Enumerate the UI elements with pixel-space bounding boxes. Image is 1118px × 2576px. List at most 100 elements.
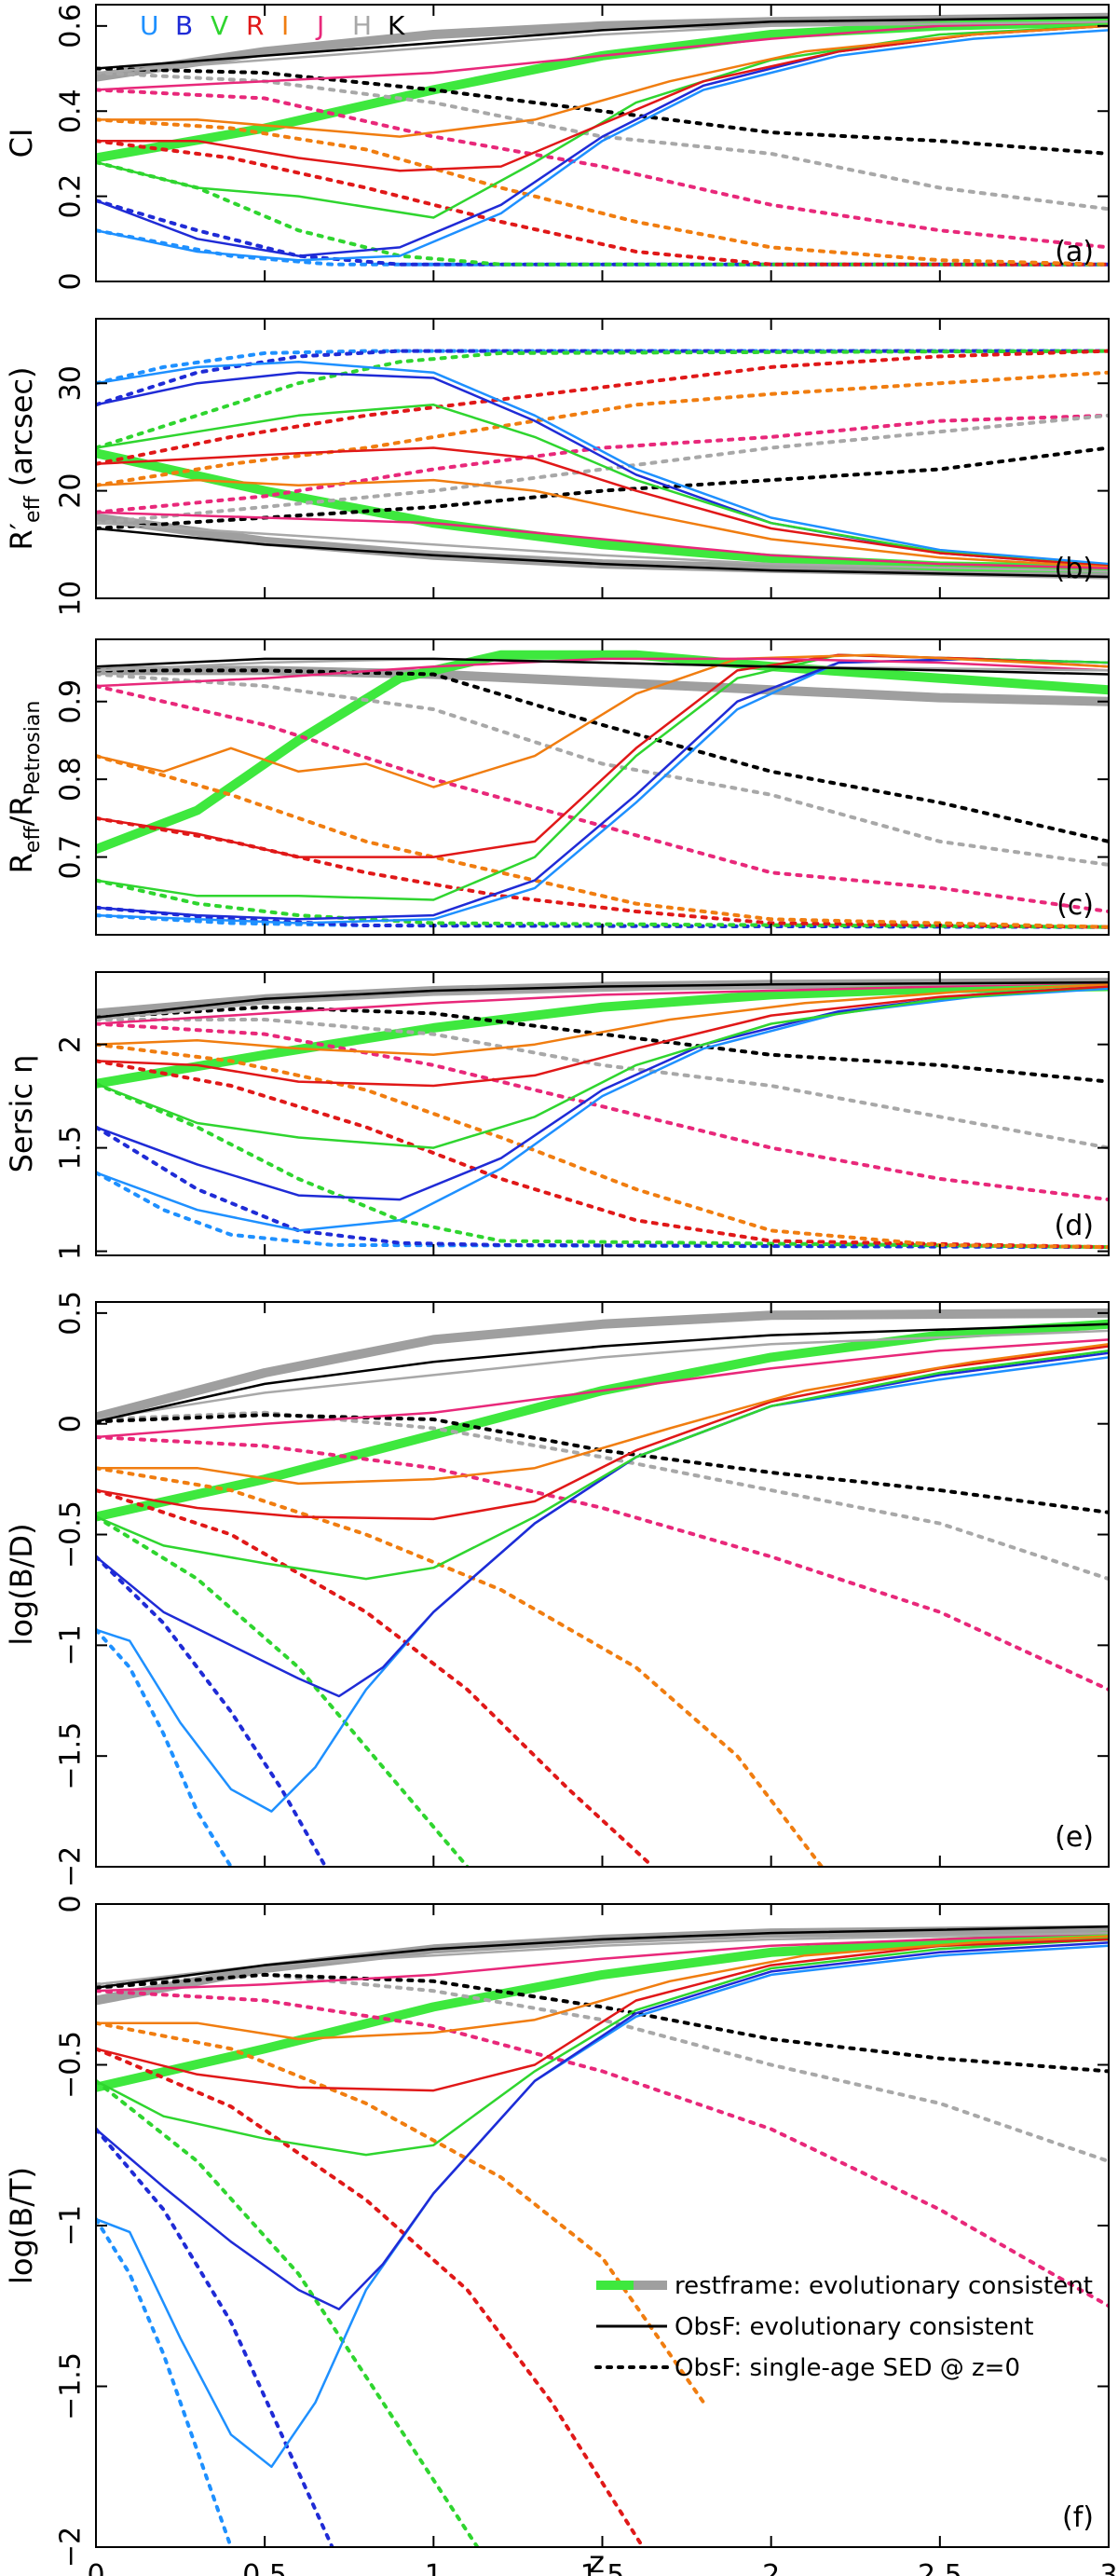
series-solid-J bbox=[96, 657, 1109, 688]
series-solid-U bbox=[96, 1944, 1109, 2469]
panel-label: (b) bbox=[1055, 553, 1094, 585]
series-dotted-R bbox=[96, 1488, 655, 1867]
series-dotted-V bbox=[96, 1514, 470, 1867]
y-axis-label: Reff/RPetrosian bbox=[4, 701, 45, 874]
series-dotted-R bbox=[96, 2047, 645, 2547]
series-solid-J bbox=[96, 1338, 1109, 1439]
series-solid-U bbox=[96, 987, 1109, 1232]
series-dotted-H bbox=[96, 1972, 1109, 2163]
series-dotted-H bbox=[96, 1018, 1109, 1150]
series-restframe-late bbox=[96, 1308, 1109, 1422]
series-dotted-U bbox=[96, 2217, 233, 2547]
series-solid-K bbox=[96, 1322, 1109, 1423]
band-legend-V: V bbox=[211, 10, 228, 41]
series-dotted-B bbox=[96, 199, 1109, 267]
y-tick-label: −0.5 bbox=[55, 2031, 88, 2099]
series-solid-K bbox=[96, 657, 1109, 676]
line-style-legend: restframe: evolutionary consistent ObsF: … bbox=[594, 2272, 1093, 2382]
y-tick-label: 0 bbox=[55, 1415, 88, 1432]
series-dotted-J bbox=[96, 1021, 1109, 1202]
series-solid-H bbox=[96, 521, 1109, 573]
y-tick-label: 2 bbox=[55, 1035, 88, 1053]
x-axis-label: z bbox=[589, 2544, 605, 2576]
series-dotted-U bbox=[96, 349, 1109, 386]
band-legend-H: H bbox=[352, 10, 372, 41]
series-solid-K bbox=[96, 1925, 1109, 1989]
series-dotted-B bbox=[96, 349, 1109, 407]
series-dotted-J bbox=[96, 88, 1109, 250]
panel-d: 1 1.5 2 Sersic η (d) bbox=[4, 971, 1110, 1260]
panel-label: (f) bbox=[1062, 2501, 1094, 2534]
series-solid-B bbox=[96, 1351, 1109, 1698]
panel-label: (a) bbox=[1055, 236, 1094, 268]
series-dotted-J bbox=[96, 1435, 1109, 1692]
series-restframe-early bbox=[96, 1319, 1109, 1522]
series-solid-K bbox=[96, 980, 1109, 1020]
series-solid-R bbox=[96, 24, 1109, 172]
series-solid-I bbox=[96, 1342, 1109, 1486]
panel-label: (c) bbox=[1057, 889, 1094, 922]
series-restframe-early bbox=[96, 981, 1109, 1089]
y-tick-label: −1 bbox=[55, 2205, 88, 2246]
panel-a: 0 0.2 0.4 0.6 CI (a) U B V R I J H K bbox=[4, 4, 1110, 291]
series-solid-V bbox=[96, 985, 1109, 1149]
y-tick-label: 0.7 bbox=[55, 835, 88, 880]
y-tick-label: −2 bbox=[55, 1846, 88, 1887]
series-solid-R bbox=[96, 985, 1109, 1088]
y-tick-label: 1 bbox=[55, 1242, 88, 1260]
series-solid-H bbox=[96, 980, 1109, 1021]
legend-label-solid: ObsF: evolutionary consistent bbox=[675, 2313, 1033, 2341]
band-legend-K: K bbox=[388, 10, 405, 41]
x-tick-label: 0 bbox=[87, 2559, 104, 2576]
series-solid-U bbox=[96, 360, 1109, 566]
series-solid-K bbox=[96, 16, 1109, 70]
series-dotted-I bbox=[96, 1042, 1109, 1250]
x-tick-label: 2 bbox=[762, 2559, 780, 2576]
y-tick-label: −1.5 bbox=[55, 2352, 88, 2420]
series-dotted-R bbox=[96, 139, 1109, 267]
series-dotted-U bbox=[96, 1171, 1109, 1250]
series-solid-U bbox=[96, 29, 1109, 262]
y-axis-label: log(B/T) bbox=[4, 2167, 39, 2284]
series-dotted-J bbox=[96, 1989, 1109, 2309]
series-dotted-J bbox=[96, 413, 1109, 514]
y-tick-label: 0.4 bbox=[55, 89, 88, 133]
x-tick-label: 3 bbox=[1099, 2559, 1117, 2576]
series-solid-H bbox=[96, 21, 1109, 75]
series-dotted-B bbox=[96, 1125, 1109, 1250]
band-legend-I: I bbox=[281, 10, 289, 41]
panel-c: 0.7 0.8 0.9 Reff/RPetrosian (c) bbox=[4, 638, 1110, 936]
series-restframe-early bbox=[96, 650, 1109, 855]
series-dotted-K bbox=[96, 1972, 1109, 2074]
series-solid-I bbox=[96, 24, 1109, 138]
series-solid-V bbox=[96, 1938, 1109, 2157]
x-tick-label: 1.5 bbox=[580, 2559, 625, 2576]
y-tick-label: −2 bbox=[55, 2527, 88, 2568]
series-dotted-H bbox=[96, 672, 1109, 867]
series-dotted-K bbox=[96, 1005, 1109, 1084]
panel-lines bbox=[96, 1308, 1109, 1867]
series-dotted-V bbox=[96, 349, 1109, 450]
series-dotted-H bbox=[96, 1410, 1109, 1582]
series-dotted-J bbox=[96, 684, 1109, 913]
series-solid-B bbox=[96, 985, 1109, 1201]
y-tick-label: −1 bbox=[55, 1624, 88, 1665]
series-solid-I bbox=[96, 983, 1109, 1057]
series-solid-J bbox=[96, 980, 1109, 1025]
y-tick-label: 0.8 bbox=[55, 757, 88, 802]
y-tick-label: 0 bbox=[55, 1895, 88, 1912]
series-dotted-R bbox=[96, 349, 1109, 466]
y-tick-label: −1.5 bbox=[55, 1722, 88, 1790]
band-legend-R: R bbox=[246, 10, 264, 41]
series-dotted-I bbox=[96, 117, 1109, 267]
x-tick-label: 0.5 bbox=[242, 2559, 287, 2576]
series-solid-R bbox=[96, 1938, 1109, 2092]
series-dotted-I bbox=[96, 1466, 824, 1867]
series-solid-V bbox=[96, 1350, 1109, 1581]
series-dotted-V bbox=[96, 1081, 1109, 1250]
y-tick-label: 1.5 bbox=[55, 1126, 88, 1171]
panel-b: 10 20 30 R′eff (arcsec) (b) bbox=[4, 318, 1110, 616]
y-axis-label: CI bbox=[4, 129, 39, 158]
